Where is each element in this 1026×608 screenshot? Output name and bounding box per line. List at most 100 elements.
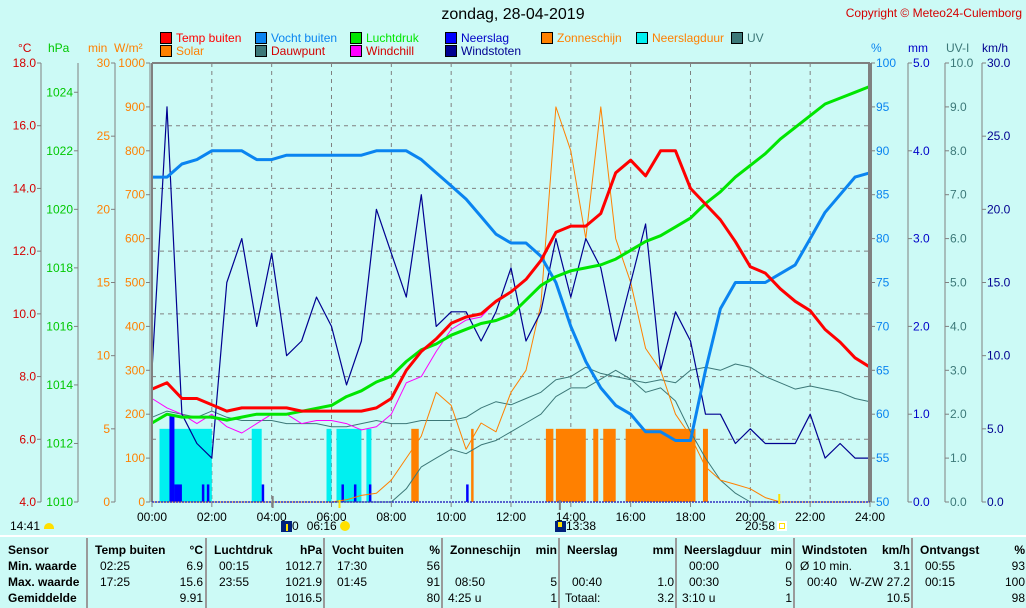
sunset-info: 20:58 bbox=[745, 519, 788, 533]
stats-column: Ontvangst% 00:55 93 00:15 100 98 bbox=[911, 538, 1026, 608]
sun-transit-icon bbox=[555, 520, 566, 532]
axis-label-uv: 3.0 bbox=[950, 363, 967, 377]
bar-neerslag bbox=[174, 484, 182, 502]
sun-transit-info: 13:38 bbox=[555, 519, 596, 533]
axis-label-wind: 0.0 bbox=[987, 495, 1004, 509]
axis-label-minutes: 5 bbox=[103, 422, 110, 436]
axis-label-rain: 3.0 bbox=[913, 232, 930, 246]
legend-label: Vocht buiten bbox=[271, 31, 338, 45]
axis-label-solar: 700 bbox=[125, 188, 145, 202]
stats-header: Sensor bbox=[8, 543, 49, 557]
legend-label: Zonneschijn bbox=[557, 31, 622, 45]
axis-label-rain: 0.0 bbox=[913, 495, 930, 509]
axis-label-humidity: 100 bbox=[876, 56, 896, 70]
stats-cell-time: 00:40 bbox=[572, 575, 603, 589]
axis-label-pressure: 1010 bbox=[46, 495, 73, 509]
bar-neerslag bbox=[466, 484, 469, 502]
axis-label-uv: 0.0 bbox=[950, 495, 967, 509]
legend-label: Windstoten bbox=[461, 44, 522, 58]
legend-item: Zonneschijn bbox=[541, 31, 622, 45]
stats-cell-value: 1.0 bbox=[657, 575, 674, 589]
axis-label-humidity: 90 bbox=[876, 144, 890, 158]
legend-swatch bbox=[350, 45, 362, 57]
bar-zonneschijn bbox=[545, 428, 554, 502]
legend-label: Neerslagduur bbox=[652, 31, 725, 45]
legend-swatch bbox=[160, 32, 172, 44]
bar-neerslag bbox=[206, 484, 210, 502]
axis-label-wind: 25.0 bbox=[987, 129, 1011, 143]
stats-cell-time: 00:55 bbox=[925, 559, 956, 573]
stats-column-header: Temp buiten bbox=[95, 543, 166, 557]
x-axis-label: 20:00 bbox=[735, 510, 765, 524]
stats-cell-value: 3.1 bbox=[893, 559, 910, 573]
bar-neerslagduur bbox=[326, 428, 332, 502]
stats-cell-time: 00:15 bbox=[925, 575, 956, 589]
stats-cell-value: 1012.7 bbox=[285, 559, 322, 573]
stats-column: Zonneschijn min 08:50 5 4:25 u 1 bbox=[441, 538, 560, 608]
axis-label-minutes: 15 bbox=[97, 276, 111, 290]
legend-item: Vocht buiten bbox=[255, 31, 337, 45]
axis-label-humidity: 85 bbox=[876, 188, 890, 202]
legend-item: Neerslagduur bbox=[636, 31, 724, 45]
series-dauwpunt bbox=[151, 363, 871, 428]
axis-label-solar: 100 bbox=[125, 451, 145, 465]
bar-zonneschijn bbox=[411, 428, 419, 502]
legend-item: Windstoten bbox=[445, 44, 521, 58]
stats-cell-time: 3:10 u bbox=[682, 591, 716, 605]
stats-cell-time: 00:30 bbox=[689, 575, 720, 589]
x-axis-label: 08:00 bbox=[376, 510, 406, 524]
stats-column-unit: km/h bbox=[881, 543, 910, 557]
legend-label: Dauwpunt bbox=[271, 44, 326, 58]
axis-label-humidity: 80 bbox=[876, 232, 890, 246]
bar-neerslagduur bbox=[336, 428, 362, 502]
x-axis-label: 06:00 bbox=[316, 510, 346, 524]
bar-neerslag bbox=[368, 484, 372, 502]
bar-neerslag bbox=[169, 414, 175, 502]
legend-item: Dauwpunt bbox=[255, 44, 325, 58]
stats-cell-value: W-ZW 27.2 bbox=[849, 575, 910, 589]
stats-cell-time: 01:45 bbox=[337, 575, 368, 589]
series-temp-buiten bbox=[151, 149, 871, 413]
stats-cell-value: 93 bbox=[1011, 559, 1025, 573]
legend-swatch bbox=[445, 45, 457, 57]
stats-cell-time: 4:25 u bbox=[448, 591, 482, 605]
axis-label-wind: 20.0 bbox=[987, 202, 1011, 216]
axis-label-rain: 1.0 bbox=[913, 407, 930, 421]
bar-neerslag bbox=[353, 484, 357, 502]
legend-label: Windchill bbox=[366, 44, 415, 58]
axis-unit-pressure: hPa bbox=[48, 41, 70, 55]
stats-cell-time: Ø 10 min. bbox=[800, 559, 853, 573]
sunset-icon bbox=[777, 521, 788, 531]
axis-label-uv: 10.0 bbox=[950, 56, 974, 70]
stats-table: Sensor Min. waarde Max. waarde Gemiddeld… bbox=[0, 538, 1026, 608]
stats-cell-value: 0 bbox=[785, 559, 792, 573]
x-axis-label: 16:00 bbox=[616, 510, 646, 524]
x-axis-label: 12:00 bbox=[496, 510, 526, 524]
axis-label-uv: 9.0 bbox=[950, 100, 967, 114]
legend-item: Windchill bbox=[350, 44, 414, 58]
axis-label-pressure: 1016 bbox=[46, 319, 73, 333]
bar-zonneschijn bbox=[702, 428, 708, 502]
stats-cell-value: 98 bbox=[1011, 591, 1025, 605]
axis-label-temp: 18.0 bbox=[13, 56, 37, 70]
moonrise-label: 0 bbox=[292, 519, 299, 533]
axis-label-minutes: 10 bbox=[97, 349, 111, 363]
sunrise-time: 06:16 bbox=[306, 519, 337, 533]
legend-label: Solar bbox=[176, 44, 205, 58]
stats-cell-time: 00:00 bbox=[689, 559, 720, 573]
divider bbox=[0, 535, 1026, 537]
stats-column-unit: hPa bbox=[299, 543, 322, 557]
axis-label-humidity: 65 bbox=[876, 363, 890, 377]
axis-label-pressure: 1018 bbox=[46, 261, 73, 275]
axis-label-rain: 4.0 bbox=[913, 144, 930, 158]
moonset-info: 14:41 bbox=[10, 519, 55, 533]
copyright: Copyright © Meteo24-Culemborg bbox=[845, 6, 1022, 20]
legend-swatch bbox=[541, 32, 553, 44]
series-luchtdruk bbox=[151, 85, 871, 425]
series-vocht-buiten bbox=[152, 149, 871, 442]
axis-label-uv: 5.0 bbox=[950, 276, 967, 290]
axis-label-minutes: 20 bbox=[97, 202, 111, 216]
axis-label-temp: 14.0 bbox=[13, 181, 37, 195]
stats-cell-time: 17:30 bbox=[337, 559, 368, 573]
axis-unit-uv: UV-I bbox=[946, 41, 970, 55]
